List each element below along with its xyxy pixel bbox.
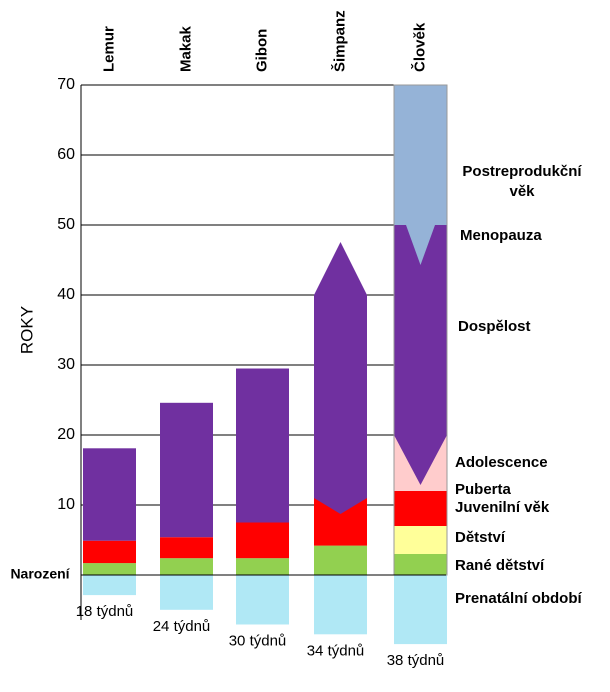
prenatal-bar xyxy=(83,575,136,596)
prenatal-bar xyxy=(394,575,447,645)
legend-label: Juvenilní věk xyxy=(455,499,550,516)
prenatal-bar xyxy=(236,575,289,625)
y-tick-label: Narození xyxy=(10,566,70,582)
bar-segment xyxy=(83,448,136,541)
y-tick-label: 70 xyxy=(57,76,75,93)
bar-segment xyxy=(160,402,213,538)
category-label: Šimpanz xyxy=(330,10,348,72)
y-tick-label: 30 xyxy=(57,356,75,373)
category-label: Gibon xyxy=(253,29,270,72)
category-label: Člověk xyxy=(410,22,428,72)
growth-arrow xyxy=(314,242,367,295)
y-tick-label: 60 xyxy=(57,146,75,163)
notch xyxy=(406,225,435,265)
legend-label: Rané dětství xyxy=(455,557,545,574)
legend-label: Prenatální období xyxy=(455,590,582,607)
category-label: Lemur xyxy=(100,26,117,72)
annotation: Puberta xyxy=(455,481,511,498)
bar-segment xyxy=(160,537,213,559)
bar-segment xyxy=(394,491,447,526)
legend-label: Dospělost xyxy=(458,318,531,335)
bar-segment xyxy=(83,540,136,564)
prenatal-label: 38 týdnů xyxy=(387,652,445,669)
bar-segment xyxy=(160,558,213,575)
prenatal-label: 30 týdnů xyxy=(229,632,287,649)
legend-label: Postreprodukční věk xyxy=(462,163,582,200)
bar-segment xyxy=(83,563,136,575)
bar-segment xyxy=(394,554,447,575)
y-tick-label: 10 xyxy=(57,496,75,513)
bar-segment xyxy=(236,558,289,575)
prenatal-bar xyxy=(160,575,213,610)
prenatal-bar xyxy=(314,575,367,635)
y-axis-label: ROKY xyxy=(17,306,36,354)
category-label: Makak xyxy=(177,25,194,72)
notch xyxy=(314,498,367,514)
bar-segment xyxy=(394,526,447,554)
notch xyxy=(394,435,447,485)
y-tick-label: 20 xyxy=(57,426,75,443)
bar-segment xyxy=(314,545,367,575)
legend-label: Dětství xyxy=(455,529,506,546)
bar-segment xyxy=(394,85,447,225)
bar-segment xyxy=(236,368,289,523)
y-tick-label: 50 xyxy=(57,216,75,233)
prenatal-label: 18 týdnů xyxy=(76,603,134,620)
prenatal-label: 24 týdnů xyxy=(153,618,211,635)
legend-label: Adolescence xyxy=(455,454,548,471)
y-tick-label: 40 xyxy=(57,286,75,303)
bar-segment xyxy=(314,295,367,498)
bar-segment xyxy=(236,522,289,559)
prenatal-label: 34 týdnů xyxy=(307,642,365,659)
annotation: Menopauza xyxy=(460,227,542,244)
